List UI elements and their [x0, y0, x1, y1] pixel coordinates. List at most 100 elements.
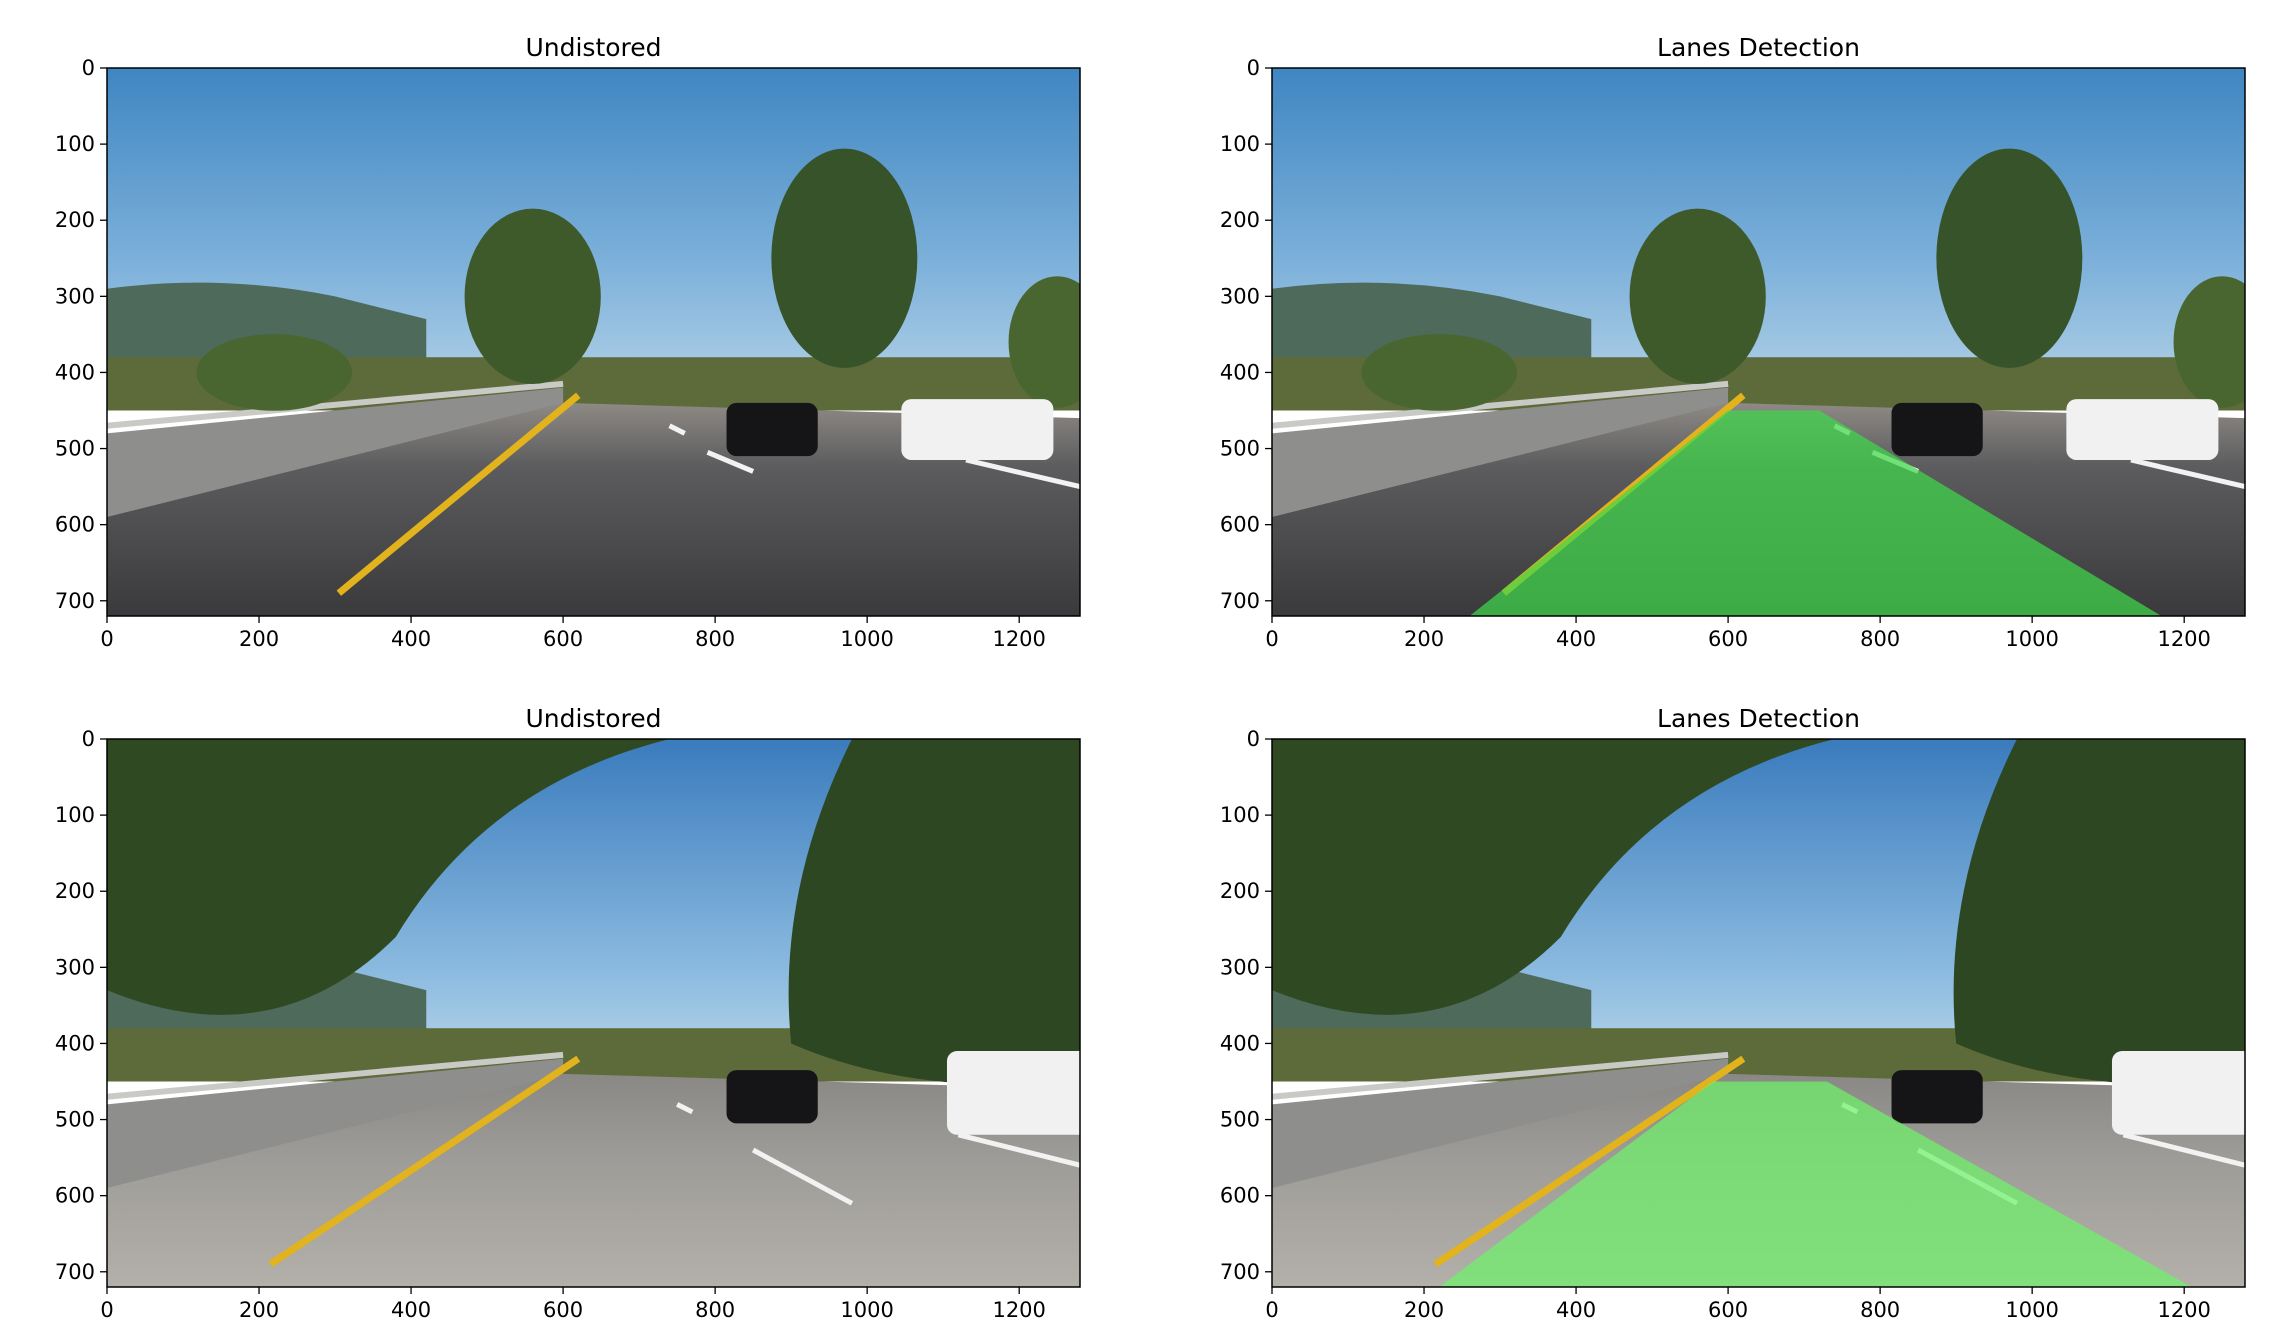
x-tick-label: 800: [695, 627, 735, 651]
tree: [771, 148, 918, 368]
x-tick-label: 1200: [2157, 627, 2210, 651]
road-image: [107, 68, 1080, 616]
x-tick-label: 400: [391, 627, 431, 651]
barrier: [1272, 1058, 1729, 1189]
x-tick-label: 200: [239, 1298, 279, 1322]
white-car: [2111, 1051, 2245, 1135]
tree-canopy: [1272, 739, 1835, 1015]
y-tick-label: 600: [1220, 1184, 1260, 1208]
white-lane-dash: [706, 450, 755, 474]
lane-area-overlay: [1469, 410, 2162, 616]
x-tick-label: 1200: [2157, 1298, 2210, 1322]
y-tick-label: 200: [1220, 879, 1260, 903]
axes-frame: [106, 67, 1081, 617]
y-tick-label: 500: [55, 1108, 95, 1132]
x-tick-label: 600: [543, 1298, 583, 1322]
tree: [2173, 276, 2245, 408]
x-tick-label: 200: [1404, 627, 1444, 651]
x-tick-label: 400: [391, 1298, 431, 1322]
black-car: [1891, 1070, 1983, 1124]
axes-frame: [1271, 67, 2246, 617]
y-tick-label: 700: [55, 1260, 95, 1284]
subplot-title: Lanes Detection: [1657, 704, 1860, 733]
black-car: [726, 1070, 818, 1124]
black-car: [1891, 402, 1983, 457]
x-tick-label: 800: [695, 1298, 735, 1322]
road-image: [1272, 739, 2245, 1287]
guard-rail: [107, 1051, 564, 1100]
subplot-3: Undistored 0 200 400 600 800 1000 1200 0 100 200 30…: [55, 704, 1081, 1322]
y-tick-label: 700: [1220, 1260, 1260, 1284]
y-tick-label: 600: [55, 1184, 95, 1208]
tree: [1361, 334, 1518, 411]
y-tick-label: 0: [1247, 56, 1260, 80]
x-tick-label: 1000: [2005, 1298, 2058, 1322]
y-tick-label: 300: [1220, 284, 1260, 308]
white-car: [946, 1051, 1080, 1135]
y-tick-label: 400: [1220, 360, 1260, 384]
y-tick-label: 200: [55, 879, 95, 903]
subplot-2: Lanes Detection 0 200 400 600 800 1000 1200 0 100…: [1220, 33, 2246, 651]
x-tick-label: 1000: [2005, 627, 2058, 651]
y-tick-label: 300: [55, 955, 95, 979]
y-tick-label: 300: [1220, 955, 1260, 979]
white-lane-dash: [2130, 457, 2245, 490]
x-tick-label: 1200: [992, 1298, 1045, 1322]
barrier: [107, 387, 564, 518]
barrier: [107, 1058, 564, 1189]
subplot-title: Undistored: [525, 33, 661, 62]
guard-rail: [1272, 380, 1729, 429]
yellow-lane-line: [1433, 1055, 1746, 1268]
y-tick-label: 500: [55, 437, 95, 461]
x-tick-label: 0: [100, 1298, 113, 1322]
x-tick-label: 1000: [840, 1298, 893, 1322]
y-tick-label: 100: [55, 132, 95, 156]
x-tick-label: 600: [1708, 1298, 1748, 1322]
axes-frame: [106, 738, 1081, 1288]
white-car: [2066, 399, 2219, 460]
guard-rail: [1272, 1051, 1729, 1100]
black-car: [726, 402, 818, 457]
road-image: [1272, 68, 2245, 616]
white-lane-dash: [957, 1132, 1080, 1168]
subplot-1: Undistored 0 200 400 600 800 1000 1200 0 100 200 30…: [55, 33, 1081, 651]
tree-canopy: [107, 739, 670, 1015]
tree-canopy: [1953, 739, 2245, 1085]
y-tick-label: 0: [82, 56, 95, 80]
white-car: [901, 399, 1054, 460]
y-tick-label: 600: [55, 513, 95, 537]
road: [107, 1073, 1080, 1287]
y-tick-label: 400: [55, 1031, 95, 1055]
tree-canopy: [788, 739, 1080, 1085]
white-lane-dash: [668, 423, 686, 436]
y-tick-label: 600: [1220, 513, 1260, 537]
x-tick-label: 0: [1265, 1298, 1278, 1322]
x-tick-label: 600: [1708, 627, 1748, 651]
tree: [1008, 276, 1080, 408]
x-tick-label: 800: [1860, 1298, 1900, 1322]
tree: [1936, 148, 2083, 368]
y-tick-label: 400: [1220, 1031, 1260, 1055]
x-tick-label: 0: [1265, 627, 1278, 651]
y-tick-label: 100: [55, 803, 95, 827]
y-tick-label: 100: [1220, 132, 1260, 156]
x-tick-label: 400: [1556, 627, 1596, 651]
x-tick-label: 0: [100, 627, 113, 651]
white-lane-dash: [675, 1102, 694, 1115]
x-tick-label: 1200: [992, 627, 1045, 651]
subplot-title: Lanes Detection: [1657, 33, 1860, 62]
x-tick-label: 600: [543, 627, 583, 651]
tree: [464, 208, 601, 385]
x-tick-label: 1000: [840, 627, 893, 651]
y-tick-label: 200: [55, 208, 95, 232]
x-tick-label: 200: [1404, 1298, 1444, 1322]
yellow-lane-line: [268, 1055, 581, 1268]
y-tick-label: 700: [55, 589, 95, 613]
white-lane-dash: [2122, 1132, 2245, 1168]
y-tick-label: 500: [1220, 1108, 1260, 1132]
y-tick-label: 500: [1220, 437, 1260, 461]
x-tick-label: 200: [239, 627, 279, 651]
y-tick-label: 300: [55, 284, 95, 308]
y-tick-label: 700: [1220, 589, 1260, 613]
